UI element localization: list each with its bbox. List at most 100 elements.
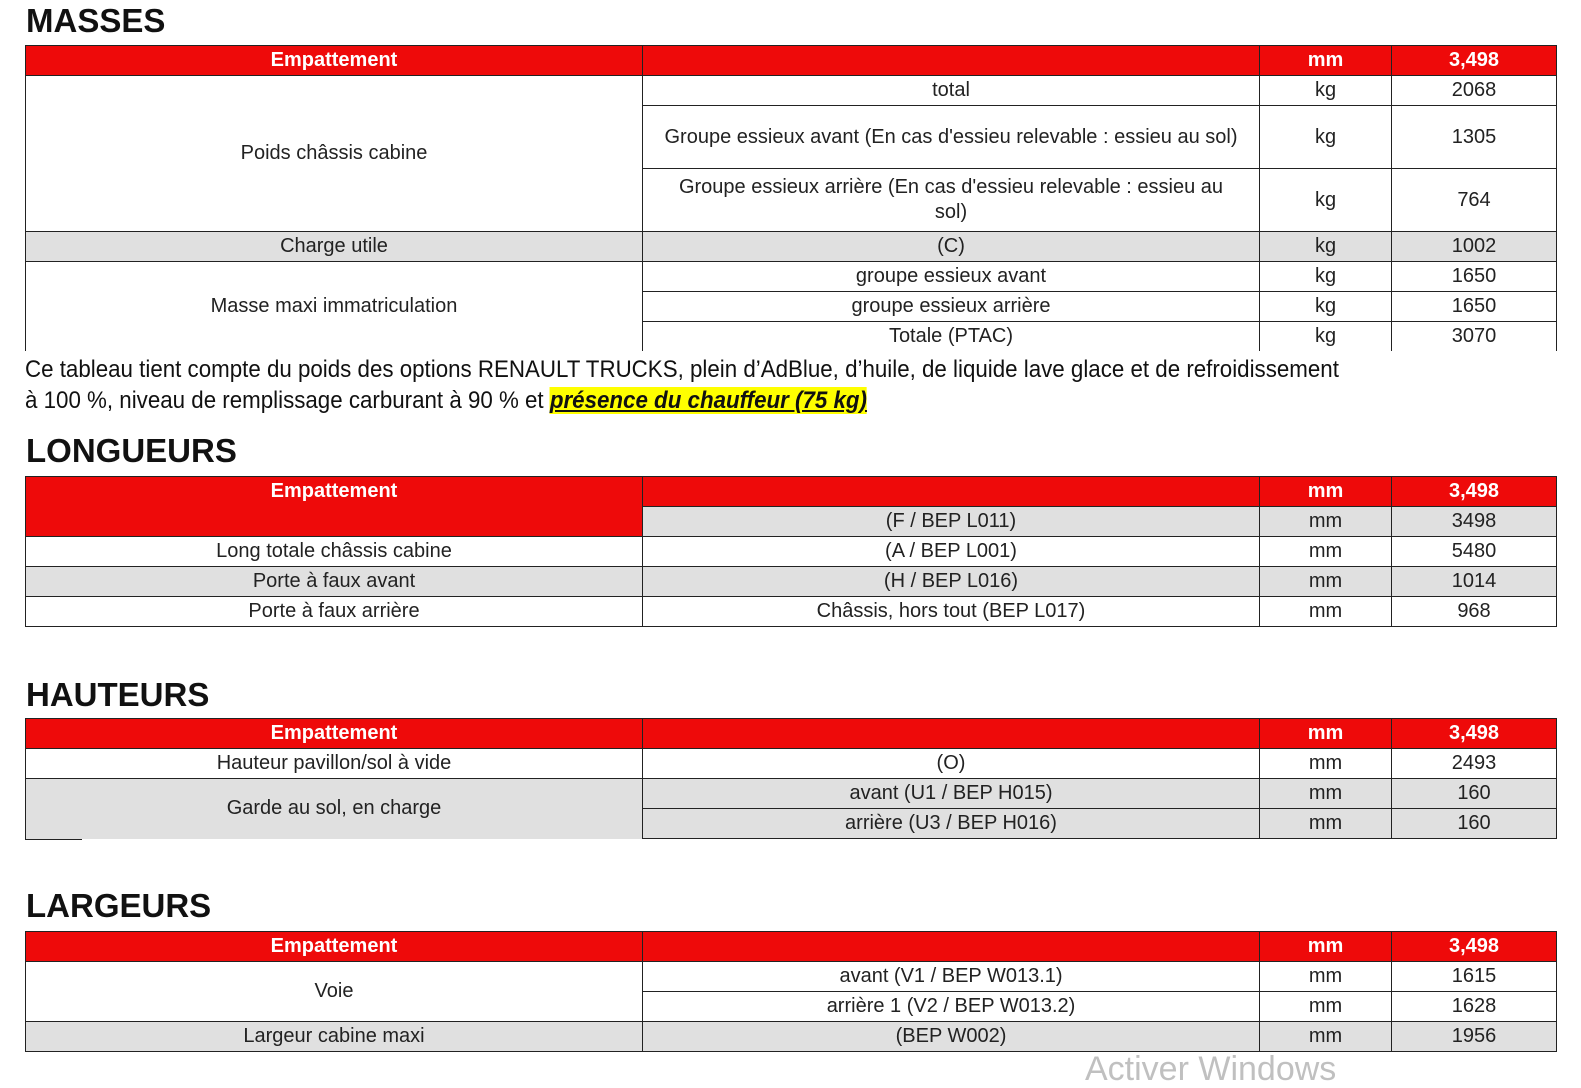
row-value: 1650	[1391, 261, 1557, 292]
section-title-hauteurs: HAUTEURS	[26, 676, 210, 713]
header-unit: mm	[1259, 45, 1392, 76]
row-value: 2068	[1391, 75, 1557, 106]
row-group: Voie	[25, 961, 643, 1022]
row-unit: kg	[1259, 321, 1392, 351]
table-row: groupe essieux arrière kg 1650	[26, 291, 1557, 322]
row-value: 1002	[1391, 231, 1557, 262]
row-desc: (A / BEP L001)	[642, 536, 1260, 567]
note-line-1: Ce tableau tient compte du poids des opt…	[25, 356, 1339, 383]
row-desc: avant (V1 / BEP W013.1)	[642, 961, 1260, 992]
activate-windows-watermark: Activer Windows	[1085, 1050, 1337, 1088]
row-unit: kg	[1259, 291, 1392, 322]
hauteurs-table: Empattement mm 3,498 Hauteur pavillon/sol …	[25, 718, 1557, 839]
header-empty-cell	[642, 718, 1260, 749]
row-desc: Totale (PTAC)	[642, 321, 1260, 351]
row-desc: (C)	[642, 231, 1260, 262]
header-unit: mm	[1259, 476, 1392, 507]
longueurs-table: Empattement mm 3,498 (F / BEP L011) mm 3498 …	[25, 476, 1557, 627]
row-value: 1014	[1391, 566, 1557, 597]
row-desc: avant (U1 / BEP H015)	[642, 778, 1260, 809]
table-row: Charge utile (C) kg 1002	[25, 231, 1557, 262]
row-desc: Groupe essieux avant (En cas d'essieu re…	[642, 105, 1260, 169]
row-group: Largeur cabine maxi	[25, 1021, 643, 1052]
row-unit: mm	[1259, 1021, 1392, 1052]
header-value: 3,498	[1391, 476, 1557, 507]
row-unit: mm	[1259, 536, 1392, 567]
row-desc: total	[642, 75, 1260, 106]
section-title-masses: MASSES	[26, 2, 166, 39]
table-header: Empattement mm 3,498	[25, 45, 1557, 76]
largeurs-table: Empattement mm 3,498 Voie avant (V1 / BEP W…	[25, 931, 1557, 1052]
row-value: 764	[1391, 168, 1557, 232]
table-row: Garde au sol, en charge avant (U1 / BEP H…	[25, 778, 1557, 839]
header-value: 3,498	[1391, 45, 1557, 76]
row-value: 2493	[1391, 748, 1557, 779]
row-desc: Châssis, hors tout (BEP L017)	[642, 596, 1260, 627]
header-unit: mm	[1259, 718, 1392, 749]
header-value: 3,498	[1391, 718, 1557, 749]
header-empty-cell	[642, 476, 1260, 507]
table-row: Masse maxi immatriculation groupe essieux…	[25, 261, 1557, 351]
row-group: Charge utile	[25, 231, 643, 262]
row-desc: arrière 1 (V2 / BEP W013.2)	[642, 991, 1260, 1022]
header-empty-cell	[642, 931, 1260, 962]
row-unit: kg	[1259, 75, 1392, 106]
row-desc: (BEP W002)	[642, 1021, 1260, 1052]
table-header: Empattement mm 3,498	[25, 718, 1557, 749]
row-group: Garde au sol, en charge	[25, 778, 643, 839]
row-group: Porte à faux arrière	[25, 596, 643, 627]
row-value: 1956	[1391, 1021, 1557, 1052]
header-empty-cell	[642, 45, 1260, 76]
row-desc: groupe essieux avant	[642, 261, 1260, 292]
header-label: Empattement	[25, 476, 643, 537]
table-row: Porte à faux avant (H / BEP L016) mm 1014	[25, 566, 1557, 597]
section-title-longueurs: LONGUEURS	[26, 432, 237, 469]
row-group: Masse maxi immatriculation	[25, 261, 643, 351]
row-value: 1615	[1391, 961, 1557, 992]
header-unit: mm	[1259, 931, 1392, 962]
row-unit: mm	[1259, 566, 1392, 597]
row-group: Long totale châssis cabine	[25, 536, 643, 567]
row-unit: kg	[1259, 105, 1392, 169]
row-value: 3498	[1391, 506, 1557, 537]
row-unit: mm	[1259, 778, 1392, 809]
header-label: Empattement	[25, 45, 643, 76]
table-row: Totale (PTAC) kg 3070	[26, 321, 1557, 351]
table-row: Long totale châssis cabine (A / BEP L001)…	[25, 536, 1557, 567]
header-label: Empattement	[25, 718, 643, 749]
row-value: 160	[1391, 808, 1557, 839]
row-unit: mm	[1259, 506, 1392, 537]
table-header: Empattement mm 3,498	[25, 476, 1557, 537]
table-row: Groupe essieux avant (En cas d'essieu re…	[26, 105, 1557, 169]
row-group: Poids châssis cabine	[25, 75, 643, 232]
masses-table: Empattement mm 3,498 Poids châssis cabine t…	[25, 45, 1557, 351]
row-unit: kg	[1259, 231, 1392, 262]
section-title-largeurs: LARGEURS	[26, 887, 212, 924]
row-desc: arrière (U3 / BEP H016)	[642, 808, 1260, 839]
note-highlight: présence du chauffeur (75 kg)	[549, 387, 867, 414]
table-row: Largeur cabine maxi (BEP W002) mm 1956	[25, 1021, 1557, 1052]
table-row: Groupe essieux arrière (En cas d'essieu …	[26, 168, 1557, 232]
table-row: Hauteur pavillon/sol à vide (O) mm 2493	[25, 748, 1557, 779]
row-value: 160	[1391, 778, 1557, 809]
row-unit: mm	[1259, 991, 1392, 1022]
note-text: à 100 %, niveau de remplissage carburant…	[25, 387, 550, 414]
table-row: Poids châssis cabine total kg 2068	[25, 75, 1557, 232]
header-value: 3,498	[1391, 931, 1557, 962]
row-unit: kg	[1259, 168, 1392, 232]
row-value: 1305	[1391, 105, 1557, 169]
table-row: Voie avant (V1 / BEP W013.1) mm 1615	[25, 961, 1557, 1022]
row-value: 1650	[1391, 291, 1557, 322]
row-unit: mm	[1259, 596, 1392, 627]
row-unit: mm	[1259, 808, 1392, 839]
row-unit: mm	[1259, 748, 1392, 779]
row-group: Porte à faux avant	[25, 566, 643, 597]
divider	[25, 839, 82, 840]
row-value: 1628	[1391, 991, 1557, 1022]
table-header: Empattement mm 3,498	[25, 931, 1557, 962]
row-desc: Groupe essieux arrière (En cas d'essieu …	[642, 168, 1260, 232]
row-value: 5480	[1391, 536, 1557, 567]
note-line-2: à 100 %, niveau de remplissage carburant…	[25, 385, 1449, 416]
table-row: Porte à faux arrière Châssis, hors tout (…	[25, 596, 1557, 627]
